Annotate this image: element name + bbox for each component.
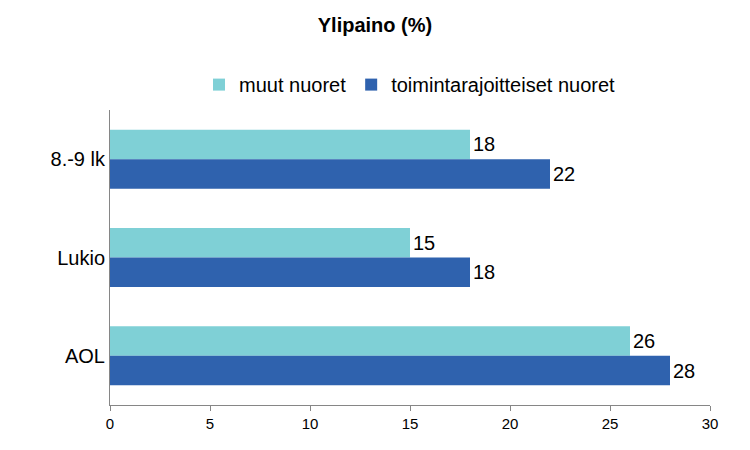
svg-text:15: 15 (402, 415, 419, 432)
svg-text:28: 28 (673, 360, 695, 382)
svg-text:25: 25 (602, 415, 619, 432)
svg-text:toimintarajoitteiset nuoret: toimintarajoitteiset nuoret (391, 74, 615, 96)
svg-text:8.-9 lk: 8.-9 lk (51, 148, 106, 170)
svg-text:15: 15 (413, 232, 435, 254)
svg-text:30: 30 (702, 415, 719, 432)
svg-text:AOL: AOL (65, 345, 105, 367)
svg-text:26: 26 (633, 330, 655, 352)
svg-text:20: 20 (502, 415, 519, 432)
svg-text:Ylipaino (%): Ylipaino (%) (318, 14, 432, 36)
svg-text:5: 5 (206, 415, 214, 432)
svg-text:0: 0 (106, 415, 114, 432)
svg-text:22: 22 (553, 163, 575, 185)
svg-text:Lukio: Lukio (57, 247, 105, 269)
svg-text:10: 10 (302, 415, 319, 432)
svg-text:muut nuoret: muut nuoret (239, 74, 346, 96)
svg-text:18: 18 (473, 261, 495, 283)
svg-text:18: 18 (473, 133, 495, 155)
